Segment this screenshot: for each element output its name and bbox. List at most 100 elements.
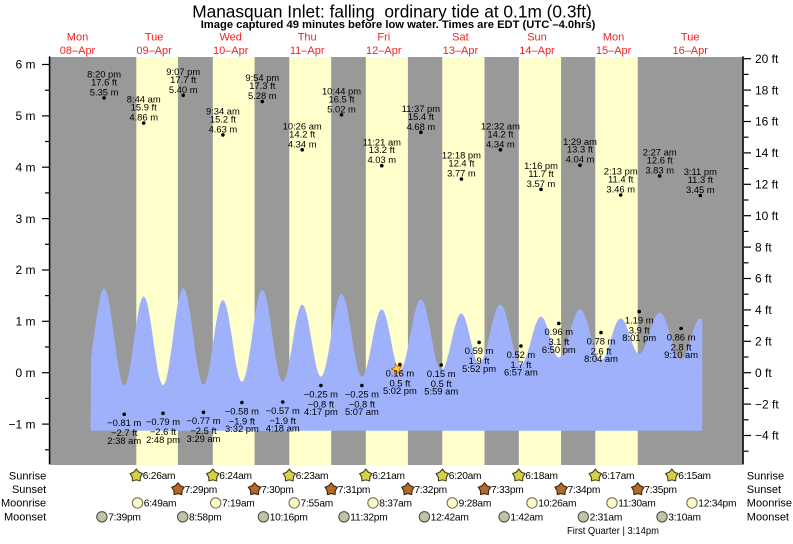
svg-text:8:04 am: 8:04 am <box>584 353 618 364</box>
svg-text:1.9 ft: 1.9 ft <box>469 355 490 366</box>
svg-text:−4 ft: −4 ft <box>755 429 779 443</box>
svg-text:13.2 ft: 13.2 ft <box>369 144 395 155</box>
svg-text:11.3 ft: 11.3 ft <box>688 174 714 185</box>
svg-text:First Quarter | 3:14pm: First Quarter | 3:14pm <box>567 526 659 537</box>
svg-text:3:10am: 3:10am <box>668 512 700 523</box>
svg-text:7:55am: 7:55am <box>301 498 333 509</box>
svg-text:6:24am: 6:24am <box>219 471 251 482</box>
svg-text:0 ft: 0 ft <box>755 366 772 380</box>
svg-text:11:30am: 11:30am <box>618 498 655 509</box>
svg-text:Fri: Fri <box>377 32 390 44</box>
svg-text:12:34pm: 12:34pm <box>698 498 736 509</box>
svg-text:12.4 ft: 12.4 ft <box>448 158 474 169</box>
svg-text:0.78 m: 0.78 m <box>587 335 616 346</box>
svg-text:6:15am: 6:15am <box>678 471 710 482</box>
svg-text:−2 ft: −2 ft <box>755 397 779 411</box>
svg-text:Sunset: Sunset <box>12 484 46 496</box>
svg-text:16 ft: 16 ft <box>755 115 779 129</box>
svg-text:5:52 pm: 5:52 pm <box>462 363 496 374</box>
svg-text:13.3 ft: 13.3 ft <box>567 144 593 155</box>
svg-text:4.63 m: 4.63 m <box>209 123 238 134</box>
svg-text:8:20 pm: 8:20 pm <box>87 69 121 80</box>
svg-text:1:16 pm: 1:16 pm <box>524 160 558 171</box>
svg-text:Sunset: Sunset <box>747 484 781 496</box>
svg-text:3.9 ft: 3.9 ft <box>629 324 650 335</box>
svg-text:4 m: 4 m <box>15 160 35 174</box>
svg-text:5:59 am: 5:59 am <box>424 386 458 397</box>
svg-text:11.4 ft: 11.4 ft <box>608 174 634 185</box>
svg-text:3.46 m: 3.46 m <box>606 184 635 195</box>
svg-text:8:58pm: 8:58pm <box>189 512 221 523</box>
svg-text:10:26 am: 10:26 am <box>283 121 322 132</box>
svg-text:−0.57 m: −0.57 m <box>266 405 300 416</box>
svg-text:3:32 pm: 3:32 pm <box>225 423 259 434</box>
svg-text:16.5 ft: 16.5 ft <box>328 93 354 104</box>
svg-text:Moonset: Moonset <box>4 512 46 524</box>
svg-text:17.6 ft: 17.6 ft <box>91 76 117 87</box>
svg-text:Sat: Sat <box>452 32 469 44</box>
svg-text:2:27 am: 2:27 am <box>643 147 677 158</box>
svg-text:3:11 pm: 3:11 pm <box>684 166 717 177</box>
svg-text:−2.6 ft: −2.6 ft <box>150 426 177 437</box>
svg-text:12–Apr: 12–Apr <box>366 45 402 57</box>
svg-text:10:16pm: 10:16pm <box>270 512 308 523</box>
svg-text:4.03 m: 4.03 m <box>367 154 396 165</box>
svg-text:09–Apr: 09–Apr <box>136 45 172 57</box>
svg-text:9:07 pm: 9:07 pm <box>166 66 200 77</box>
svg-text:5.02 m: 5.02 m <box>327 103 356 114</box>
svg-text:9:54 pm: 9:54 pm <box>245 72 279 83</box>
svg-text:14.2 ft: 14.2 ft <box>487 128 513 139</box>
svg-text:7:19am: 7:19am <box>222 498 254 509</box>
svg-text:6:23am: 6:23am <box>296 471 328 482</box>
svg-text:3 m: 3 m <box>15 212 35 226</box>
svg-text:8 ft: 8 ft <box>755 240 772 254</box>
svg-text:08–Apr: 08–Apr <box>60 45 96 57</box>
svg-text:Mon: Mon <box>67 32 88 44</box>
svg-text:5:07 am: 5:07 am <box>345 406 379 417</box>
svg-text:11–Apr: 11–Apr <box>290 45 325 57</box>
svg-text:1.19 m: 1.19 m <box>625 314 654 325</box>
svg-text:Moonrise: Moonrise <box>747 498 792 510</box>
svg-text:0.86 m: 0.86 m <box>667 331 696 342</box>
svg-text:Sunrise: Sunrise <box>747 470 784 482</box>
svg-text:10 ft: 10 ft <box>755 209 779 223</box>
svg-text:1.7 ft: 1.7 ft <box>510 359 531 370</box>
svg-text:9:34 am: 9:34 am <box>206 106 240 117</box>
svg-text:10:44 pm: 10:44 pm <box>322 86 361 97</box>
svg-text:4 ft: 4 ft <box>755 303 772 317</box>
svg-text:14 ft: 14 ft <box>755 146 779 160</box>
svg-text:0.5 ft: 0.5 ft <box>389 377 410 388</box>
svg-text:4.68 m: 4.68 m <box>407 121 436 132</box>
svg-text:7:29pm: 7:29pm <box>185 485 217 496</box>
svg-text:0.59 m: 0.59 m <box>465 345 494 356</box>
svg-text:Tue: Tue <box>145 32 164 44</box>
svg-text:4.86 m: 4.86 m <box>129 112 158 123</box>
svg-text:Mon: Mon <box>603 32 624 44</box>
svg-text:4:18 am: 4:18 am <box>266 423 300 434</box>
svg-text:−0.25 m: −0.25 m <box>345 388 379 399</box>
svg-text:18 ft: 18 ft <box>755 83 779 97</box>
svg-text:2:13 pm: 2:13 pm <box>604 166 638 177</box>
svg-text:7:35pm: 7:35pm <box>644 485 676 496</box>
svg-text:2:38 am: 2:38 am <box>107 435 141 446</box>
svg-text:3.83 m: 3.83 m <box>645 165 674 176</box>
svg-text:Manasquan Inlet: falling ordi: Manasquan Inlet: falling ordinary tide a… <box>192 2 592 22</box>
svg-text:5.40 m: 5.40 m <box>169 84 198 95</box>
svg-text:−2.7 ft: −2.7 ft <box>111 427 138 438</box>
svg-text:7:31pm: 7:31pm <box>338 485 370 496</box>
svg-text:2.8 ft: 2.8 ft <box>671 341 692 352</box>
svg-text:2 ft: 2 ft <box>755 335 772 349</box>
svg-text:7:30pm: 7:30pm <box>261 485 293 496</box>
svg-text:6:20am: 6:20am <box>449 471 481 482</box>
svg-text:Wed: Wed <box>219 32 241 44</box>
svg-text:6:50 pm: 6:50 pm <box>542 344 576 355</box>
svg-text:9:10 am: 9:10 am <box>664 349 698 360</box>
svg-text:6:21am: 6:21am <box>372 471 404 482</box>
svg-text:Sun: Sun <box>527 32 547 44</box>
svg-text:−0.79 m: −0.79 m <box>146 416 180 427</box>
svg-text:−0.77 m: −0.77 m <box>186 415 220 426</box>
svg-text:−1.9 ft: −1.9 ft <box>270 415 297 426</box>
svg-text:7:32pm: 7:32pm <box>414 485 446 496</box>
svg-text:4:17 pm: 4:17 pm <box>304 406 338 417</box>
svg-text:0.16 m: 0.16 m <box>386 367 415 378</box>
